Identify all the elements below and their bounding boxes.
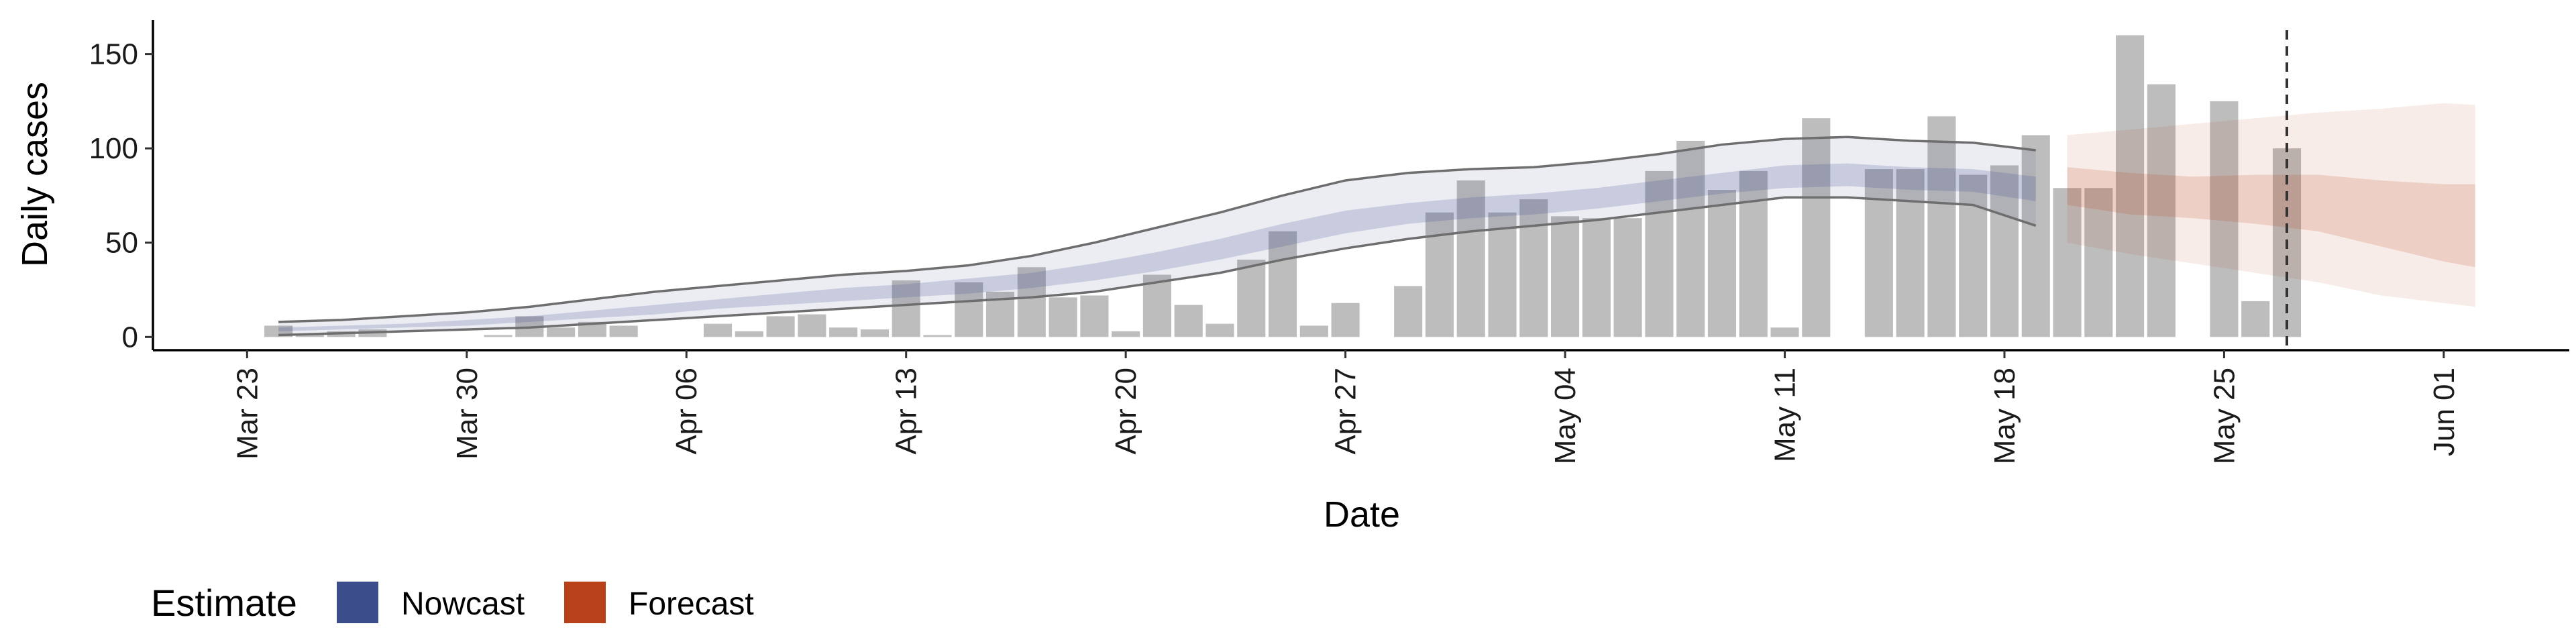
x-tick-label: Apr 06	[670, 368, 703, 455]
case-bar	[2241, 301, 2270, 337]
case-bar	[1237, 260, 1266, 337]
case-bar	[1645, 170, 1674, 337]
x-tick-label: Jun 01	[2428, 368, 2461, 456]
case-bar	[1519, 199, 1548, 337]
case-bar	[892, 280, 920, 337]
case-bar	[1174, 305, 1203, 337]
case-bar	[1896, 169, 1925, 337]
case-bar	[829, 327, 858, 337]
forecast-band-90	[2067, 103, 2475, 307]
case-bar	[2084, 188, 2113, 337]
x-tick-label: Apr 20	[1110, 368, 1142, 455]
case-bar	[1488, 212, 1517, 337]
x-tick-label: Mar 30	[451, 368, 484, 460]
y-tick-label: 150	[89, 38, 138, 71]
legend-label-forecast: Forecast	[629, 586, 754, 622]
legend-swatch-nowcast	[337, 582, 378, 623]
case-bar	[1802, 118, 1831, 337]
case-bar	[955, 282, 983, 337]
nowcast-band-50	[278, 163, 2036, 331]
x-tick-label: May 11	[1769, 368, 1802, 462]
case-bar	[2021, 135, 2050, 337]
y-tick-label: 0	[122, 321, 138, 354]
case-bar	[295, 335, 324, 337]
case-bar	[1080, 295, 1109, 337]
case-bar	[860, 329, 889, 337]
case-bar	[484, 335, 513, 337]
legend: Estimate Nowcast Forecast	[151, 582, 754, 624]
case-bar	[1269, 231, 1297, 337]
case-bar	[1990, 165, 2019, 337]
x-tick-label: Apr 13	[890, 368, 923, 455]
nowcast-band-90	[278, 137, 2036, 335]
x-axis-title: Date	[1324, 494, 1400, 535]
case-bar	[578, 321, 606, 337]
x-tick-label: May 25	[2208, 368, 2241, 464]
x-tick-label: May 04	[1549, 368, 1582, 464]
legend-title: Estimate	[151, 582, 297, 624]
case-bar	[1676, 140, 1705, 337]
x-tick-label: May 18	[1988, 368, 2021, 464]
case-bar	[1613, 218, 1642, 337]
legend-swatch-forecast	[564, 582, 606, 623]
case-bar	[798, 314, 826, 337]
axes: 0 50 100 150 Mar 23 Mar 30 Apr 06 Apr 13 Apr 20 A…	[89, 20, 2569, 464]
case-bar	[1582, 218, 1611, 337]
case-bar	[1456, 180, 1485, 337]
case-bar	[923, 335, 952, 337]
case-bar	[1927, 116, 1956, 337]
case-bar	[1959, 174, 1988, 337]
case-bar	[1017, 267, 1046, 337]
x-tick-label: Apr 27	[1330, 368, 1362, 455]
case-bar	[2053, 188, 2082, 337]
case-bar	[735, 331, 763, 337]
case-bar	[1112, 331, 1140, 337]
case-bar	[1770, 327, 1799, 337]
case-bar	[547, 327, 576, 337]
y-tick-label: 50	[105, 227, 138, 260]
case-bar	[609, 325, 638, 337]
case-bar	[1739, 170, 1768, 337]
forecast-band-50	[2067, 167, 2475, 268]
case-bar	[1299, 325, 1328, 337]
case-bar	[766, 316, 795, 337]
case-bar	[1205, 323, 1234, 337]
y-axis-title: Daily cases	[15, 82, 55, 267]
case-bar	[2210, 101, 2239, 337]
y-tick-label: 100	[89, 132, 138, 165]
plot-area	[264, 30, 2475, 350]
case-bar	[1551, 216, 1580, 337]
case-bar	[1707, 190, 1737, 337]
case-bar	[2116, 35, 2145, 337]
nowcast-upper-line	[278, 136, 2036, 323]
case-bar	[2147, 84, 2176, 337]
case-bar	[1049, 297, 1077, 337]
nowcast-lower-line	[278, 196, 2037, 337]
case-bar	[1331, 303, 1360, 337]
case-bar	[1394, 286, 1423, 337]
case-bar	[703, 323, 733, 337]
x-tick-label: Mar 23	[231, 368, 264, 460]
case-bar	[1864, 169, 1893, 337]
case-bar	[1142, 274, 1171, 337]
legend-label-nowcast: Nowcast	[401, 586, 525, 622]
